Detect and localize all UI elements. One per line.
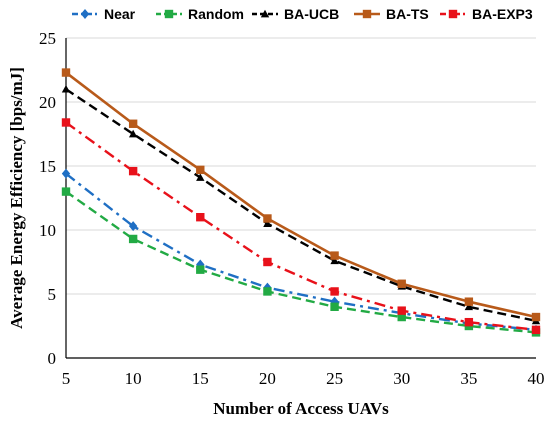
- data-point: [128, 129, 138, 138]
- series-line: [65, 71, 537, 319]
- data-point: [397, 306, 406, 315]
- data-point: [531, 325, 541, 335]
- legend-marker: [80, 9, 90, 19]
- data-point: [61, 168, 71, 179]
- series-line: [65, 172, 537, 332]
- y-tick-label: 20: [39, 93, 56, 112]
- legend-label: Random: [188, 6, 244, 22]
- data-point: [464, 302, 474, 311]
- data-point: [464, 317, 474, 327]
- data-point: [196, 213, 205, 222]
- y-axis-title: Average Energy Efficiency [bps/mJ]: [7, 67, 26, 329]
- data-point: [128, 166, 138, 176]
- y-tick-label: 10: [39, 221, 56, 240]
- data-point: [196, 265, 205, 274]
- data-point: [397, 312, 406, 322]
- series-ba-ts: [61, 68, 541, 322]
- data-point: [397, 279, 406, 288]
- data-point: [196, 173, 205, 181]
- series-line: [65, 121, 537, 332]
- series-line: [65, 88, 537, 323]
- y-tick-label: 15: [39, 157, 56, 176]
- x-axis-title: Number of Access UAVs: [213, 399, 389, 418]
- series-ba-exp3: [61, 118, 541, 335]
- data-point: [61, 85, 71, 93]
- grid-lines: [66, 37, 536, 295]
- legend-item: BA-EXP3: [440, 6, 533, 22]
- data-point: [61, 68, 71, 77]
- data-point: [330, 256, 339, 265]
- series-random: [61, 187, 541, 337]
- data-point: [330, 287, 339, 296]
- legend-marker: [164, 9, 174, 19]
- series-line: [65, 190, 537, 334]
- legend-item: BA-TS: [354, 6, 429, 22]
- data-point: [531, 312, 541, 322]
- x-tick-label: 20: [259, 369, 276, 388]
- legend-label: BA-TS: [386, 6, 429, 22]
- legend-marker: [448, 9, 458, 19]
- data-point: [330, 251, 339, 260]
- legend-marker: [260, 9, 270, 18]
- data-point: [196, 165, 205, 175]
- x-tick-label: 35: [460, 369, 477, 388]
- legend-label: BA-EXP3: [472, 6, 533, 22]
- data-point: [464, 297, 474, 306]
- x-tick-label: 5: [62, 369, 71, 388]
- data-point: [263, 257, 272, 267]
- legend-item: Random: [156, 6, 244, 22]
- x-tick-label: 40: [528, 369, 545, 388]
- data-point: [263, 219, 272, 227]
- data-point: [263, 214, 272, 223]
- x-tick-label: 25: [326, 369, 343, 388]
- y-tick-label: 25: [39, 29, 56, 48]
- y-tick-label: 0: [48, 349, 57, 368]
- data-point: [128, 234, 138, 244]
- legend-item: Near: [72, 6, 136, 22]
- legend: Near Random BA-UCB BA-TS BA-EXP3: [72, 6, 533, 22]
- data-point: [263, 287, 272, 296]
- series-lines: [61, 68, 541, 337]
- x-tick-label: 10: [125, 369, 142, 388]
- data-point: [61, 187, 71, 196]
- data-point: [128, 221, 138, 232]
- data-point: [61, 118, 71, 127]
- legend-item: BA-UCB: [252, 6, 339, 22]
- legend-label: Near: [104, 6, 136, 22]
- data-point: [330, 302, 339, 311]
- x-tick-label: 30: [393, 369, 410, 388]
- legend-marker: [362, 9, 372, 19]
- legend-label: BA-UCB: [284, 6, 339, 22]
- y-tick-label: 5: [48, 285, 57, 304]
- data-point: [128, 119, 138, 128]
- x-tick-label: 15: [192, 369, 209, 388]
